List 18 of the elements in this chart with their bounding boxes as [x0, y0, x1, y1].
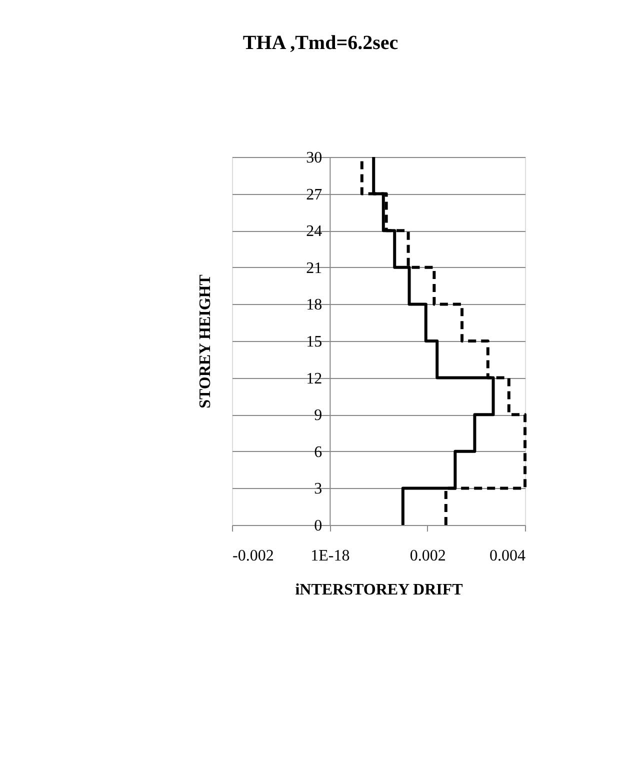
y-tick-label: 12 — [306, 370, 322, 388]
y-tick-label: 27 — [306, 186, 322, 204]
y-tick-label: 30 — [306, 150, 322, 166]
x-tick-label: 1E-18 — [310, 548, 350, 564]
x-axis-title: iNTERSTOREY DRIFT — [295, 582, 464, 598]
y-tick-label: 3 — [314, 480, 322, 498]
y-tick-label: 18 — [306, 296, 322, 314]
y-tick-label: 0 — [314, 518, 322, 534]
y-tick-label: 21 — [306, 260, 322, 277]
chart-title: THA ,Tmd=6.2sec — [242, 32, 398, 54]
y-tick-label: 9 — [314, 407, 322, 424]
x-tick-label: 0.004 — [490, 548, 526, 564]
x-tick-label: 0.002 — [410, 548, 446, 564]
x-tick-label: -0.002 — [232, 548, 274, 564]
y-tick-label: 15 — [306, 334, 322, 350]
y-axis-title: STOREY HEIGHT — [197, 274, 214, 408]
y-tick-label: 6 — [314, 444, 322, 461]
y-tick-label: 24 — [306, 223, 322, 240]
